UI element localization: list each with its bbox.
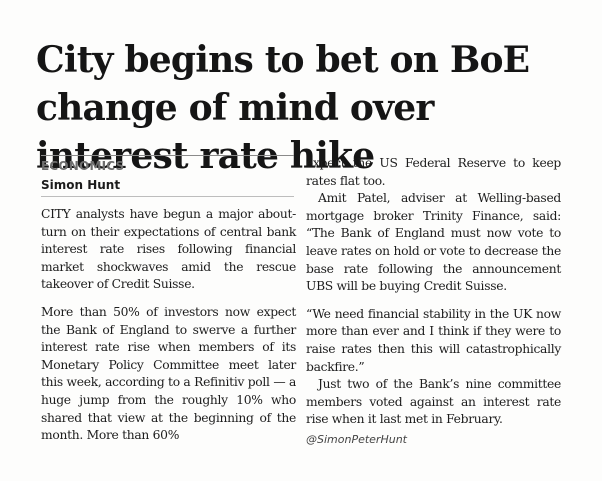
paragraph: Just two of the Bank’s nine committee me… (306, 377, 561, 427)
paragraph: expect the US Federal Reserve to keep ra… (306, 156, 561, 188)
paragraph: Amit Patel, adviser at Welling-based mor… (306, 191, 561, 294)
paragraph: “We need financial stability in the UK n… (306, 306, 561, 374)
byline: Simon Hunt (41, 178, 121, 192)
section-label: ECONOMICS (41, 159, 125, 173)
headline: City begins to bet on BoE change of mind… (36, 39, 530, 177)
article-column-left: CITY analysts have begun a major about-t… (41, 206, 296, 445)
article-column-right: expect the US Federal Reserve to keep ra… (306, 155, 561, 449)
byline-divider (41, 196, 294, 197)
paragraph: More than 50% of investors now expect th… (41, 304, 296, 443)
section-divider (41, 155, 294, 156)
paragraph: CITY analysts have begun a major about-t… (41, 207, 296, 292)
twitter-handle: @SimonPeterHunt (306, 432, 407, 446)
